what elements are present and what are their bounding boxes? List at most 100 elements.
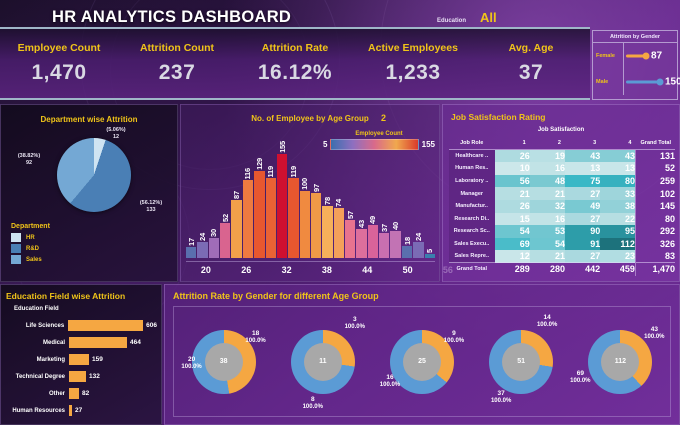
column-header[interactable]: 1 [494, 137, 530, 151]
bar-column[interactable]: 40 [390, 130, 401, 258]
table-row[interactable]: Human Res.. 10 16 13 13 52 [449, 162, 675, 175]
bar-rect[interactable] [299, 191, 310, 258]
age-bars[interactable]: 17 24 30 52 87 116 129 119 155 119 100 97 78 74 57 43 49… [186, 130, 435, 258]
gender-dot [656, 78, 664, 86]
donut-ring[interactable]: 51 [489, 329, 554, 394]
donut-group-0: 38 18 100.0% 20 100.0% [178, 312, 270, 412]
department-pie-chart[interactable] [57, 138, 131, 212]
column-header[interactable]: 3 [564, 137, 601, 151]
bar-column[interactable]: 119 [288, 130, 299, 258]
column-header[interactable]: Job Role [449, 137, 495, 151]
bar-rect[interactable] [322, 206, 333, 258]
bar-rect[interactable] [242, 180, 254, 258]
education-bar[interactable] [69, 354, 89, 365]
column-header[interactable]: 4 [600, 137, 636, 151]
bar-rect[interactable] [276, 154, 288, 258]
bar-rect[interactable] [333, 208, 345, 258]
table-cell: 91 [564, 237, 601, 251]
bar-rect[interactable] [345, 220, 356, 258]
colorscale-max: 155 [421, 140, 435, 149]
bar-rect[interactable] [288, 178, 299, 258]
bar-rect[interactable] [310, 193, 322, 258]
bar-column[interactable]: 24 [197, 130, 208, 258]
education-bar-row[interactable]: Medical 464 [5, 334, 157, 351]
row-grand-total: 326 [659, 239, 675, 250]
education-bar-row[interactable]: Technical Degree 132 [5, 368, 157, 385]
education-category: Other [48, 390, 65, 397]
education-bar[interactable] [69, 371, 86, 382]
bar-column[interactable]: 74 [333, 130, 345, 258]
donut-ring[interactable]: 38 [191, 329, 256, 394]
bar-rect[interactable] [265, 178, 276, 258]
gender-row[interactable]: Female 87 [593, 43, 677, 69]
bar-column[interactable]: 57 [345, 130, 356, 258]
bar-rect[interactable] [186, 247, 197, 258]
gender-name: Male [596, 79, 609, 85]
bar-column[interactable]: 37 [379, 130, 390, 258]
legend-item-sales[interactable]: Sales [11, 255, 50, 264]
table-row[interactable]: Manufactur.. 26 32 49 38 145 [449, 199, 675, 213]
donut-ring[interactable]: 25 [389, 329, 454, 394]
bar-rect[interactable] [356, 229, 367, 258]
table-row[interactable]: Sales Repre.. 12 21 27 23 83 [449, 250, 675, 263]
column-header[interactable]: Grand Total [639, 137, 675, 151]
education-bar-row[interactable]: Human Resources 27 [5, 402, 157, 419]
donut-ring[interactable]: 112 [588, 329, 653, 394]
table-cell: 54 [494, 225, 530, 238]
bar-column[interactable]: 24 [413, 130, 424, 258]
bar-column[interactable]: 49 [367, 130, 379, 258]
bar-column[interactable]: 17 [186, 130, 197, 258]
education-value: 606 [146, 322, 157, 329]
donut-female-value: 9 [452, 329, 456, 337]
education-bar-row[interactable]: Life Sciences 606 [5, 317, 157, 334]
table-row[interactable]: Laboratory .. 56 48 75 80 259 [449, 174, 675, 188]
education-bar[interactable] [69, 405, 72, 416]
legend-item-randd[interactable]: R&D [11, 244, 50, 253]
bar-column[interactable]: 87 [231, 130, 242, 258]
column-header[interactable]: 2 [529, 137, 565, 151]
education-bar-row[interactable]: Other 82 [5, 385, 157, 402]
education-bar-row[interactable]: Marketing 159 [5, 351, 157, 368]
bar-column[interactable]: 5 [424, 130, 435, 258]
education-bar[interactable] [68, 320, 144, 331]
pie-slices[interactable] [57, 138, 131, 212]
education-slicer[interactable]: Education All [437, 10, 497, 25]
table-row[interactable]: Research Sc.. 54 53 90 95 292 [449, 225, 675, 238]
bar-rect[interactable] [367, 225, 379, 258]
bar-rect[interactable] [390, 231, 401, 258]
bar-column[interactable]: 52 [220, 130, 231, 258]
bar-column[interactable]: 97 [310, 130, 322, 258]
bar-rect[interactable] [379, 233, 390, 258]
bar-column[interactable]: 78 [322, 130, 333, 258]
table-row[interactable]: Sales Execu.. 69 54 91 112 326 [449, 237, 675, 251]
bar-rect[interactable] [197, 242, 208, 258]
bar-rect[interactable] [231, 200, 242, 258]
gender-row[interactable]: Male 150 [593, 69, 680, 95]
bar-column[interactable]: 155 [276, 130, 288, 258]
legend-item-hr[interactable]: HR [11, 233, 50, 242]
bar-column[interactable]: 43 [356, 130, 367, 258]
bar-rect[interactable] [254, 171, 265, 258]
education-chart-title: Education Field wise Attrition [6, 291, 126, 301]
bar-rect[interactable] [401, 246, 413, 258]
bar-rect[interactable] [220, 223, 231, 258]
donut-ring[interactable]: 11 [290, 329, 355, 394]
table-cell: 38 [600, 199, 636, 213]
education-bar[interactable] [69, 388, 79, 399]
bar-rect[interactable] [424, 254, 435, 258]
table-row[interactable]: Research Di.. 15 16 27 22 80 [449, 212, 675, 226]
bar-column[interactable]: 129 [254, 130, 265, 258]
table-row[interactable]: Manager 21 21 27 33 102 [449, 187, 675, 200]
bar-column[interactable]: 116 [242, 130, 254, 258]
bar-column[interactable]: 30 [208, 130, 220, 258]
bar-column[interactable]: 18 [401, 130, 413, 258]
education-bar[interactable] [69, 337, 127, 348]
education-bar-rows[interactable]: Life Sciences 606 Medical 464 Marketing 159 Te… [5, 317, 157, 419]
bar-column[interactable]: 100 [299, 130, 310, 258]
table-row[interactable]: Healthcare .. 26 19 43 43 131 [449, 149, 675, 163]
bar-rect[interactable] [413, 242, 424, 258]
bar-column[interactable]: 119 [265, 130, 276, 258]
bar-rect[interactable] [208, 238, 220, 258]
education-slicer-value[interactable]: All [480, 10, 497, 25]
